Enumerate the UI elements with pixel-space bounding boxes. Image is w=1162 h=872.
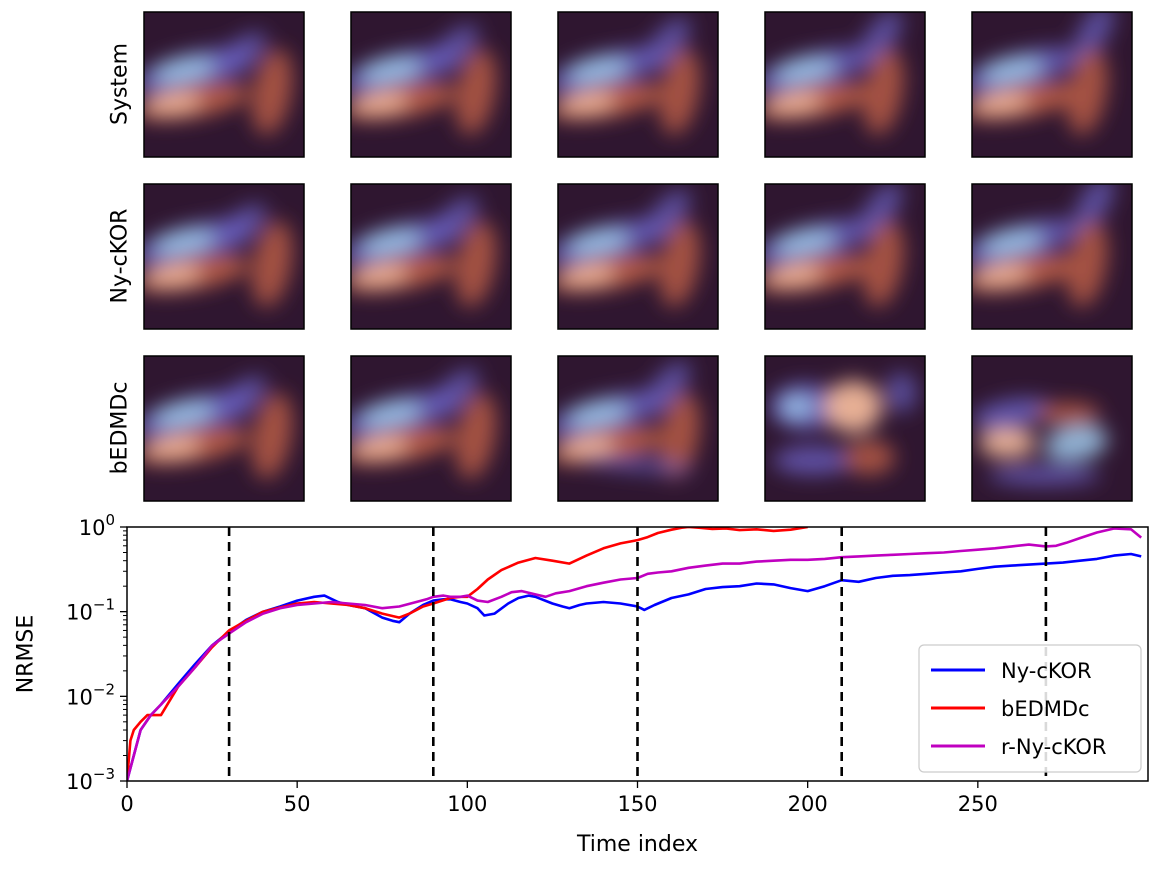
y-tick-label: 100 [79,511,115,540]
row-label-system: System [107,42,133,126]
nrmse-chart: 0 50 100 150 200 250 10−3 10−2 10−1 100 Time index… [66,511,1149,857]
x-tick-label: 50 [284,792,311,816]
legend-label: r-Ny-cKOR [1001,735,1107,759]
series-line-r-ny-ckor [127,527,1143,781]
x-tick-label: 150 [617,792,657,816]
legend: Ny-cKOR bEDMDc r-Ny-cKOR [918,644,1142,773]
row-label-bedmdc: bEDMDc [107,381,133,475]
field-panel [557,183,719,330]
x-tick-label: 100 [447,792,487,816]
field-panel [764,183,926,330]
x-tick-label: 200 [788,792,828,816]
legend-label: bEDMDc [1001,697,1090,721]
field-panel [971,183,1133,330]
field-panel [143,183,305,330]
row-label-ny-ckor: Ny-cKOR [107,208,133,304]
legend-label: Ny-cKOR [1001,659,1092,683]
x-tick-label: 0 [120,792,133,816]
field-panel [557,11,719,158]
x-tick-label: 250 [958,792,998,816]
field-panel [557,355,719,502]
field-panel [971,355,1133,502]
image-grid [143,11,1133,502]
field-panel [764,11,926,158]
series-line-ny-ckor [127,552,1142,781]
field-panel [143,11,305,158]
field-panel [971,11,1133,158]
field-panel [350,355,512,502]
field-panel [764,355,926,502]
field-panel [143,355,305,502]
y-tick-label: 10−2 [66,680,115,709]
field-panel [350,11,512,158]
x-axis-label: Time index [576,832,698,857]
y-tick-label: 10−1 [66,596,115,625]
y-axis-label: NRMSE [13,614,39,694]
field-panel [350,183,512,330]
y-tick-label: 10−3 [66,765,115,794]
